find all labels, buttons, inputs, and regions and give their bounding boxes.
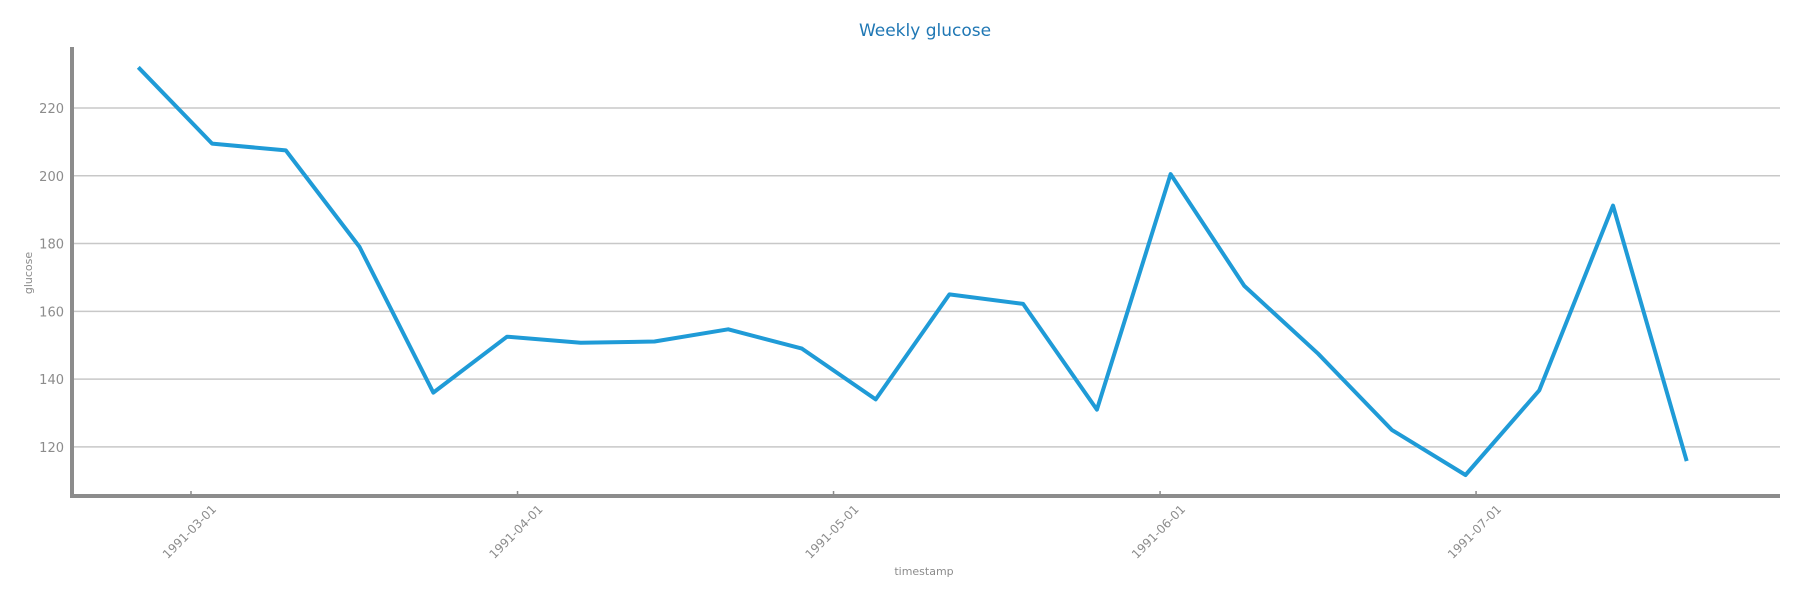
x-tick-label-1991-05-01: 1991-05-01 — [802, 502, 861, 561]
grid-lines — [72, 107, 1780, 448]
y-axis-label: glucose — [22, 252, 35, 295]
x-ticks: 1991-03-01 1991-04-01 1991-05-01 1991-06-01… — [160, 491, 1504, 561]
x-tick-label-1991-07-01: 1991-07-01 — [1445, 502, 1504, 561]
y-tick-label-200: 200 — [39, 170, 64, 185]
series-line-0 — [136, 65, 1689, 477]
y-tick-label-220: 220 — [39, 102, 64, 117]
chart-title: Weekly glucose — [859, 21, 991, 41]
x-tick-label-1991-04-01: 1991-04-01 — [486, 502, 545, 561]
x-tick-label-1991-03-01: 1991-03-01 — [160, 502, 219, 561]
y-tick-labels: 120 140 160 180 200 220 — [39, 102, 64, 456]
y-tick-label-180: 180 — [39, 238, 64, 253]
y-tick-label-120: 120 — [39, 441, 64, 456]
series-layer — [136, 65, 1689, 477]
y-tick-label-160: 160 — [39, 305, 64, 320]
x-axis-label: timestamp — [894, 565, 953, 578]
x-tick-label-1991-06-01: 1991-06-01 — [1129, 502, 1188, 561]
y-tick-label-140: 140 — [39, 373, 64, 388]
